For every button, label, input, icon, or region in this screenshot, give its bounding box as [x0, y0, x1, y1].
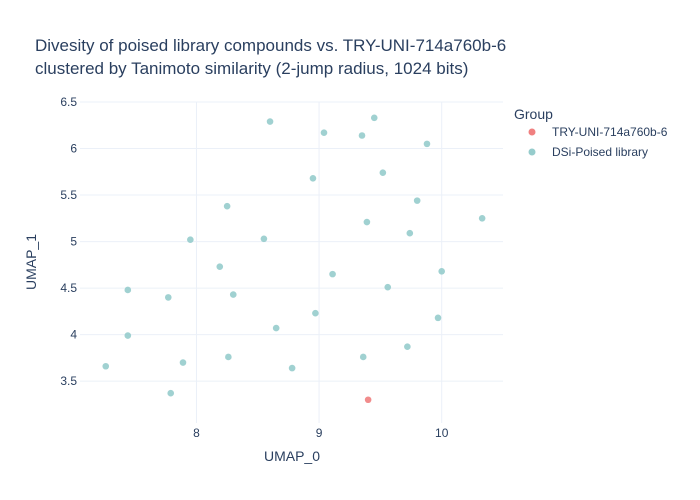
data-point[interactable] [384, 283, 392, 291]
data-point[interactable] [102, 362, 110, 370]
data-point[interactable] [404, 343, 411, 351]
y-tick-label: 5 [70, 235, 77, 249]
y-tick-label: 6 [70, 142, 77, 156]
data-point[interactable] [288, 364, 296, 372]
data-point[interactable] [358, 132, 366, 139]
legend: Group TRY-UNI-714a760b-6 DSi-Poised libr… [514, 106, 668, 159]
data-point[interactable] [225, 353, 232, 361]
data-point[interactable] [309, 174, 317, 182]
data-point[interactable] [272, 324, 280, 332]
y-tick-label: 3.5 [60, 374, 77, 388]
data-point[interactable] [364, 396, 372, 404]
data-point[interactable] [223, 202, 231, 210]
data-point[interactable] [229, 291, 237, 298]
data-point[interactable] [329, 270, 336, 278]
data-point[interactable] [478, 215, 486, 222]
data-point[interactable] [406, 229, 414, 237]
y-tick-label: 6.5 [60, 95, 77, 109]
data-point[interactable] [438, 268, 445, 275]
chart-title-line1: Divesity of poised library compounds vs.… [35, 36, 506, 55]
data-point[interactable] [260, 235, 268, 243]
legend-marker-try [528, 128, 536, 136]
data-point[interactable] [370, 114, 378, 122]
data-point[interactable] [434, 314, 442, 322]
x-tick-label: 9 [316, 426, 323, 440]
legend-label-try[interactable]: TRY-UNI-714a760b-6 [552, 125, 668, 139]
x-axis-label: UMAP_0 [264, 448, 320, 464]
plot-area: 8 9 10 3.5 4 4.5 5 5.5 6 6.5 [60, 95, 503, 440]
data-point[interactable] [179, 359, 187, 366]
data-point[interactable] [320, 129, 328, 137]
data-point[interactable] [359, 353, 367, 361]
y-axis-label: UMAP_1 [23, 234, 39, 290]
chart-title-line2: clustered by Tanimoto similarity (2-jump… [35, 59, 468, 78]
y-tick-label: 4 [70, 328, 77, 342]
data-point[interactable] [363, 218, 371, 226]
y-tick-label: 4.5 [60, 281, 77, 295]
legend-title: Group [514, 106, 553, 122]
x-tick-label: 10 [435, 426, 449, 440]
data-point[interactable] [379, 169, 387, 177]
data-point[interactable] [124, 332, 132, 339]
legend-marker-library [528, 148, 536, 156]
data-point[interactable] [266, 118, 274, 125]
data-point[interactable] [167, 389, 175, 397]
legend-label-library[interactable]: DSi-Poised library [552, 145, 648, 159]
data-point[interactable] [164, 294, 172, 301]
data-point[interactable] [124, 286, 132, 294]
data-point[interactable] [423, 140, 431, 148]
x-tick-label: 8 [193, 426, 200, 440]
data-point[interactable] [312, 309, 319, 317]
y-tick-label: 5.5 [60, 188, 77, 202]
data-point[interactable] [187, 236, 194, 244]
data-point[interactable] [413, 197, 421, 204]
data-point[interactable] [216, 263, 224, 270]
